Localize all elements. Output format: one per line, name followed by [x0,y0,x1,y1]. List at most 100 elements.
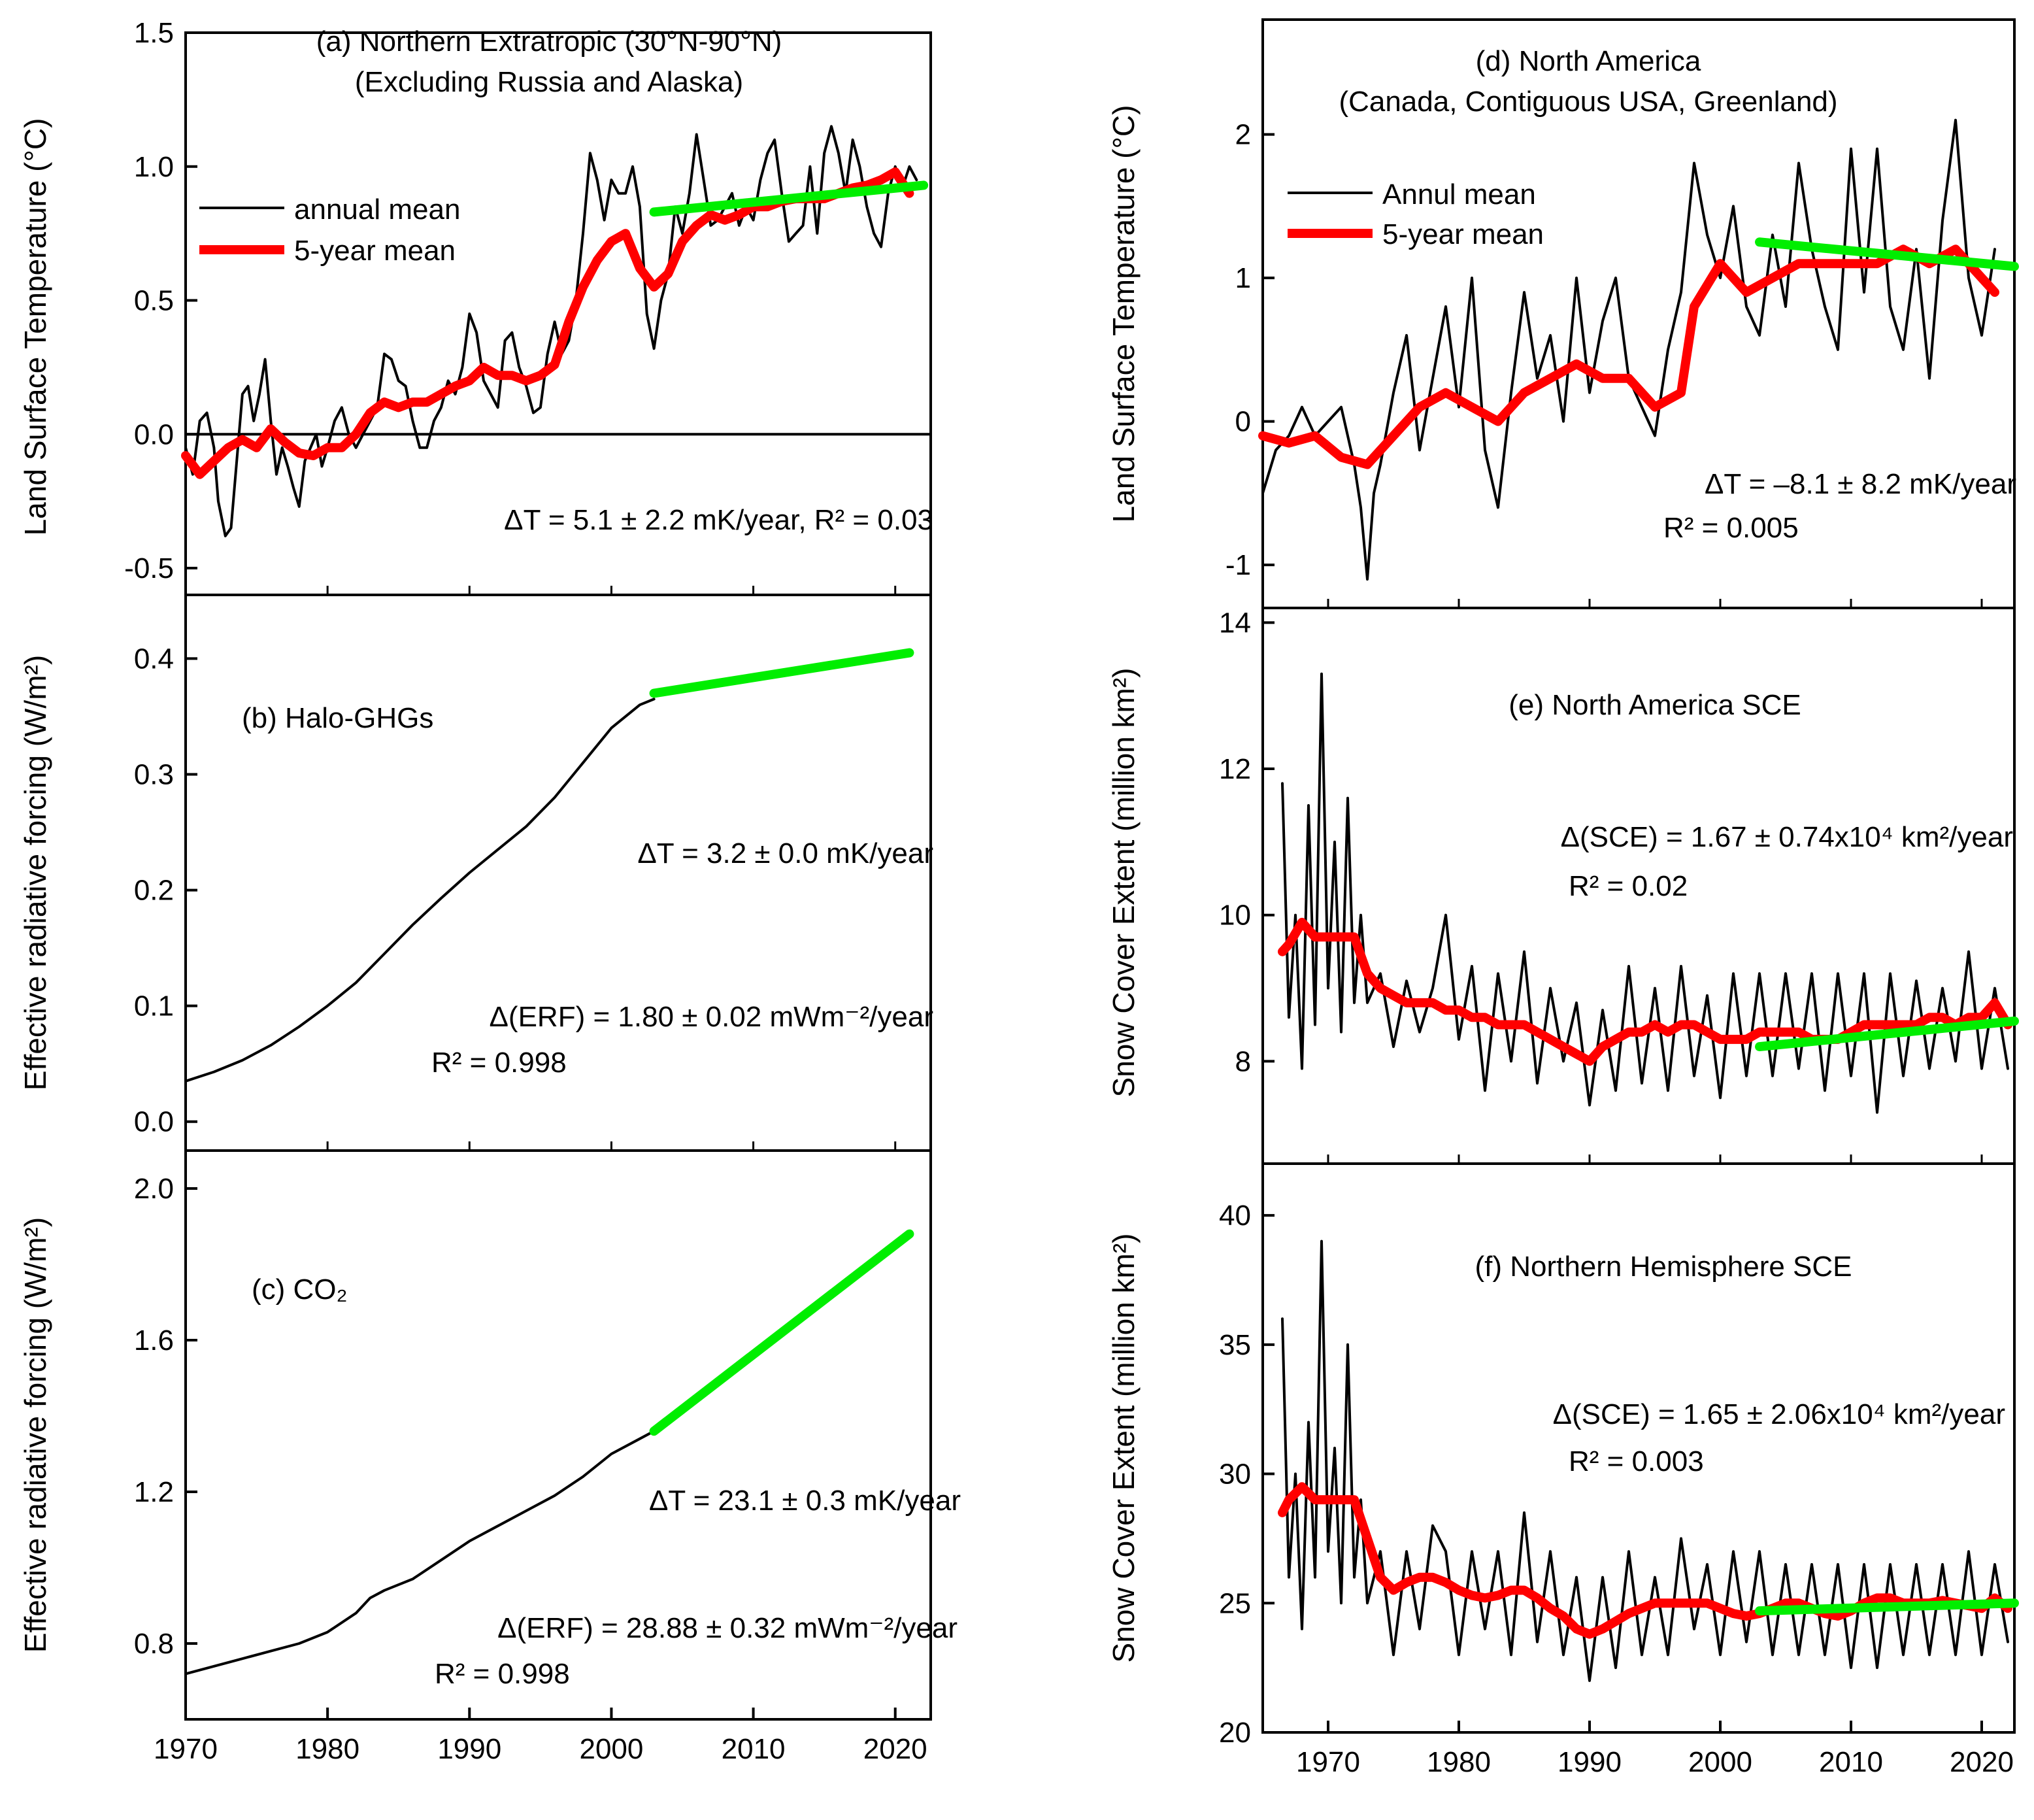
y-tick-label: 1.0 [134,151,174,183]
y-tick-label: 2 [1235,119,1251,151]
y-tick-label: 1.2 [134,1476,174,1508]
legend-label-annual: Annul mean [1382,178,1536,211]
series-lines [1258,118,2019,581]
y-tick-label: 0.2 [134,875,174,907]
series-lines [184,1229,914,1676]
y-axis-label: Effective radiative forcing (W/m²) [18,1217,52,1653]
y-tick-label: 40 [1219,1200,1251,1232]
x-tick-label: 2020 [863,1733,927,1765]
x-tick-label: 2010 [722,1733,786,1765]
x-tick-label: 2000 [579,1733,643,1765]
y-axis-label: Effective radiative forcing (W/m²) [18,655,52,1090]
panel-title: (f) Northern Hemisphere SCE [1475,1251,1852,1283]
legend-label-annual: annual mean [294,194,460,226]
annotation-derf: Δ(ERF) = 28.88 ± 0.32 mWm⁻²/year [497,1612,958,1644]
annotation-r2: R² = 0.998 [435,1658,570,1690]
panel-c: 0.8 1.2 1.6 2.0 1970 1980 1990 2000 2010 2020 (c… [18,1149,961,1765]
x-tick-label: 2010 [1819,1746,1883,1778]
panel-title: (b) Halo-GHGs [242,702,433,734]
series-line-annual [184,125,918,537]
trend-line [649,648,914,698]
panel-subtitle: (Canada, Contiguous USA, Greenland) [1339,86,1837,118]
y-ticks: -0.5 0.0 0.5 1.0 1.5 [124,17,897,595]
y-tick-label: 0.0 [134,1106,174,1138]
legend-label-five-year: 5-year mean [1382,218,1544,250]
y-tick-label: -1 [1225,549,1251,581]
series-lines [1278,1239,2019,1682]
annotation-dt: ΔT = –8.1 ± 8.2 mK/year [1705,468,2016,500]
plot-frame [184,1149,932,1721]
y-tick-label: 1.5 [134,17,174,49]
series-line-annual [1261,118,1996,581]
x-tick-label: 2000 [1688,1746,1752,1778]
y-tick-label: 0.5 [134,285,174,317]
annotation-trend: ΔT = 5.1 ± 2.2 mK/year, R² = 0.03 [504,504,933,536]
series-lines [184,648,914,1083]
annotation-dsce: Δ(SCE) = 1.67 ± 0.74x10⁴ km²/year [1561,821,2013,853]
trend-line [649,1229,914,1436]
series-line-annual [184,1430,656,1676]
y-tick-label: 2.0 [134,1173,174,1205]
y-tick-label: 12 [1219,753,1251,785]
y-tick-label: 1 [1235,262,1251,294]
y-tick-label: 1.6 [134,1324,174,1357]
panel-a: -0.5 0.0 0.5 1.0 1.5 (a) Northern Extratropi… [18,17,933,596]
trend-line [1755,1016,2019,1052]
y-tick-label: 0.0 [134,418,174,450]
x-tick-label: 2020 [1950,1746,2014,1778]
annotation-r2: R² = 0.003 [1569,1445,1704,1477]
y-tick-label: 14 [1219,607,1251,639]
y-tick-label: 0.3 [134,758,174,790]
y-tick-label: 10 [1219,900,1251,932]
series-line-five-year-mean [1278,1482,2012,1639]
y-tick-label: 8 [1235,1045,1251,1077]
panel-title: (d) North America [1476,45,1701,77]
y-axis-label: Land Surface Temperature (°C) [18,118,52,536]
y-tick-label: 25 [1219,1587,1251,1619]
annotation-dsce: Δ(SCE) = 1.65 ± 2.06x10⁴ km²/year [1553,1398,2005,1430]
annotation-dt: ΔT = 23.1 ± 0.3 mK/year [649,1485,961,1517]
y-tick-label: 35 [1219,1329,1251,1361]
x-tick-label: 1990 [437,1733,501,1765]
y-axis-label: Snow Cover Extent (million km²) [1107,668,1141,1098]
x-tick-label: 1980 [295,1733,359,1765]
y-axis-label: Land Surface Temperature (°C) [1107,105,1141,523]
y-tick-label: 20 [1219,1717,1251,1749]
panel-title: (e) North America SCE [1509,689,1801,721]
y-tick-label: 0.1 [134,990,174,1022]
y-ticks: 8 10 12 14 [1219,607,1983,1164]
y-tick-label: 0 [1235,406,1251,438]
y-tick-label: 0.8 [134,1628,174,1660]
annotation-r2: R² = 0.02 [1569,870,1688,902]
plot-frame [1261,1162,2016,1734]
y-ticks: 0.8 1.2 1.6 2.0 [134,1173,197,1660]
y-ticks: 20 25 30 35 40 [1219,1200,1275,1749]
series-line-five-year-mean [1258,244,1999,469]
series-line-annual [184,698,656,1083]
annotation-dt: ΔT = 3.2 ± 0.0 mK/year [637,837,933,869]
x-tick-label: 1980 [1427,1746,1491,1778]
panel-f: 20 25 30 35 40 1970 1980 1990 2000 2010 2020 (f) … [1107,1162,2019,1778]
x-ticks: 1970 1980 1990 2000 2010 2020 [154,1708,927,1765]
panel-title: (a) Northern Extratropic (30°N-90°N) [316,25,782,58]
y-ticks: -1 0 1 2 [1225,119,1983,608]
annotation-derf: Δ(ERF) = 1.80 ± 0.02 mWm⁻²/year [490,1001,933,1033]
panel-title: (c) CO₂ [252,1273,348,1306]
panel-d: -1 0 1 2 (d) North America (Canada, Contigu… [1107,18,2019,609]
legend-label-five-year: 5-year mean [294,235,456,267]
annotation-r2: R² = 0.005 [1663,512,1799,544]
panel-e: 8 10 12 14 (e) North America SCE Snow Cover… [1107,607,2019,1165]
y-ticks: 0.0 0.1 0.2 0.3 0.4 [134,643,897,1151]
x-tick-label: 1970 [1296,1746,1360,1778]
x-ticks: 1970 1980 1990 2000 2010 2020 [1296,1721,2014,1778]
x-tick-label: 1970 [154,1733,218,1765]
annotation-r2: R² = 0.998 [431,1047,567,1079]
panel-subtitle: (Excluding Russia and Alaska) [355,66,743,98]
series-line-five-year-mean [1278,917,2012,1066]
x-tick-label: 1990 [1558,1746,1622,1778]
panel-b: 0.0 0.1 0.2 0.3 0.4 (b) Halo-GHGs Effective … [18,594,933,1152]
y-tick-label: -0.5 [124,552,174,584]
series-line-annual [1281,672,2009,1114]
trend-line [1755,237,2019,271]
